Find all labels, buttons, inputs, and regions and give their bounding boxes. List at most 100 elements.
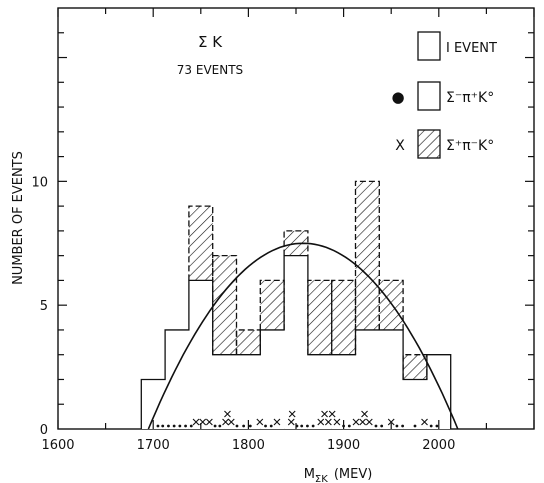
event-dot — [161, 424, 165, 428]
event-dot — [306, 424, 309, 428]
event-dot — [300, 424, 304, 428]
bar-hatched — [379, 280, 404, 330]
event-dot — [218, 424, 222, 428]
x-axis-ticks: 1600 1700 1800 1900 2000 — [41, 8, 535, 453]
bar-hatched — [403, 354, 427, 380]
event-dot — [429, 424, 433, 428]
total-outline — [140, 180, 452, 429]
total-outline-segment — [212, 254, 238, 355]
event-x — [359, 418, 367, 426]
bar-open — [331, 354, 356, 429]
event-x — [387, 418, 395, 426]
event-dot — [380, 424, 384, 428]
legend: I EVENT ● Σ⁻π⁺K° X Σ⁺π⁻K° — [391, 31, 497, 159]
total-outline-segment — [188, 205, 214, 281]
total-outline-segment — [283, 230, 309, 256]
bar-hatched — [307, 280, 332, 355]
legend-label-open: Σ⁻π⁺K° — [446, 90, 494, 106]
x-axis-label: MΣK (MEV) — [304, 467, 373, 483]
event-x — [273, 418, 281, 426]
x-axis-label-sub: ΣK — [315, 474, 328, 483]
event-x — [227, 418, 235, 426]
event-x — [333, 418, 341, 426]
event-marks — [156, 410, 439, 428]
event-dot — [242, 424, 246, 428]
total-outline-segment — [402, 354, 428, 380]
event-x — [352, 418, 360, 426]
legend-swatch-hatched — [417, 129, 441, 159]
annotation-sigma-k: Σ K — [198, 33, 223, 51]
event-dot — [189, 424, 193, 428]
bar-hatched — [331, 280, 356, 355]
x-axis-label-main: M — [304, 467, 315, 482]
event-x — [256, 418, 264, 426]
legend-swatch-open — [417, 81, 441, 111]
legend-marker-dot: ● — [391, 88, 404, 106]
event-dot — [248, 424, 252, 428]
x-tick-label: 1600 — [41, 438, 74, 453]
event-dot — [184, 424, 187, 428]
open-histogram — [141, 255, 451, 429]
total-outline-segment — [354, 180, 380, 330]
legend-label-hatched: Σ⁺π⁻K° — [446, 138, 494, 154]
fit-curve-path — [147, 242, 459, 430]
event-dot — [401, 424, 405, 428]
event-x — [365, 418, 373, 426]
legend-marker-x: X — [395, 138, 405, 154]
event-x — [222, 418, 229, 426]
event-x — [288, 410, 296, 418]
bar-open — [355, 329, 380, 429]
event-x — [328, 410, 336, 418]
event-x — [324, 418, 332, 426]
x-tick-label: 2000 — [422, 438, 455, 453]
bar-open — [141, 379, 166, 429]
event-x — [192, 418, 200, 426]
event-dot — [269, 424, 273, 428]
event-dot — [213, 424, 217, 428]
event-dot — [374, 424, 378, 428]
hatched-histogram — [188, 181, 427, 380]
bar-hatched — [236, 329, 261, 355]
x-tick-label: 1700 — [137, 438, 170, 453]
x-axis-label-unit: (MEV) — [334, 467, 372, 482]
event-dot — [264, 424, 267, 428]
y-axis-label: NUMBER OF EVENTS — [11, 151, 26, 285]
annotation-event-count: 73 EVENTS — [177, 63, 243, 77]
event-x — [361, 410, 368, 418]
bar-hatched — [260, 280, 285, 330]
bar-open — [188, 280, 213, 429]
bar-open — [284, 255, 308, 429]
event-dot — [167, 424, 170, 428]
bar-open — [426, 354, 451, 429]
svg-text:MΣK(MEV): MΣK (MEV) — [304, 467, 373, 483]
bar-open — [379, 329, 404, 429]
event-dot — [156, 424, 160, 428]
event-dot — [311, 424, 315, 428]
bar-hatched — [188, 206, 213, 281]
bar-hatched — [212, 255, 237, 355]
y-tick-label: 5 — [40, 299, 48, 314]
event-x — [224, 410, 231, 418]
bar-open — [236, 354, 261, 429]
event-dot — [178, 424, 182, 428]
event-dot — [235, 424, 239, 428]
event-dot — [347, 424, 351, 428]
event-x — [317, 418, 325, 426]
event-x — [205, 418, 213, 426]
x-tick-label: 1800 — [232, 438, 265, 453]
event-x — [321, 410, 328, 418]
event-x — [421, 418, 428, 426]
event-dot — [435, 424, 439, 428]
total-outline-segment — [235, 329, 261, 355]
bar-open — [307, 354, 332, 429]
event-dot — [172, 424, 176, 428]
legend-swatch-one-event — [417, 31, 441, 61]
legend-label-one-event: I EVENT — [446, 41, 497, 56]
y-tick-label: 10 — [31, 175, 48, 190]
y-tick-label: 0 — [40, 423, 48, 438]
bar-open — [165, 329, 189, 429]
bar-open — [260, 329, 285, 429]
bar-open — [212, 354, 237, 429]
bar-open — [403, 379, 427, 429]
